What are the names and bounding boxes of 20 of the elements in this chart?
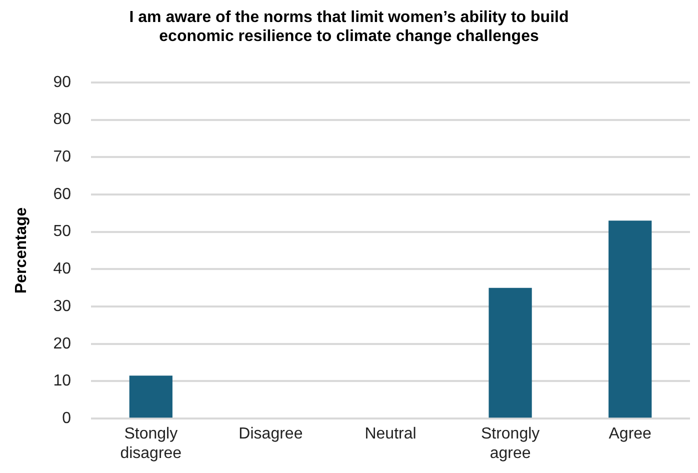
y-tick-label: 50 — [53, 223, 72, 240]
bar — [608, 220, 652, 418]
y-tick-label: 30 — [53, 298, 72, 315]
y-tick-label: 80 — [53, 111, 72, 128]
x-tick-label: Neutral — [364, 426, 416, 443]
bar — [129, 376, 172, 418]
y-tick-label: 90 — [53, 74, 72, 91]
y-tick-label: 40 — [53, 260, 72, 278]
x-tick-label: Strongly agree — [480, 426, 540, 462]
y-axis-title: Percentage — [13, 207, 30, 294]
bar — [488, 288, 532, 418]
x-tick-label: Stongly disagree — [120, 426, 182, 462]
y-tick-label: 70 — [53, 148, 72, 166]
chart-title: I am aware of the norms that limit women’s ability to build economic resilience to climate change challenges — [129, 9, 569, 46]
y-tick-label: 20 — [53, 335, 72, 352]
x-tick-label: Agree — [608, 426, 652, 443]
y-tick-label: 60 — [53, 186, 72, 203]
x-tick-label: Disagree — [238, 426, 303, 443]
y-tick-label: 10 — [53, 372, 72, 390]
y-tick-label: 0 — [62, 410, 72, 428]
